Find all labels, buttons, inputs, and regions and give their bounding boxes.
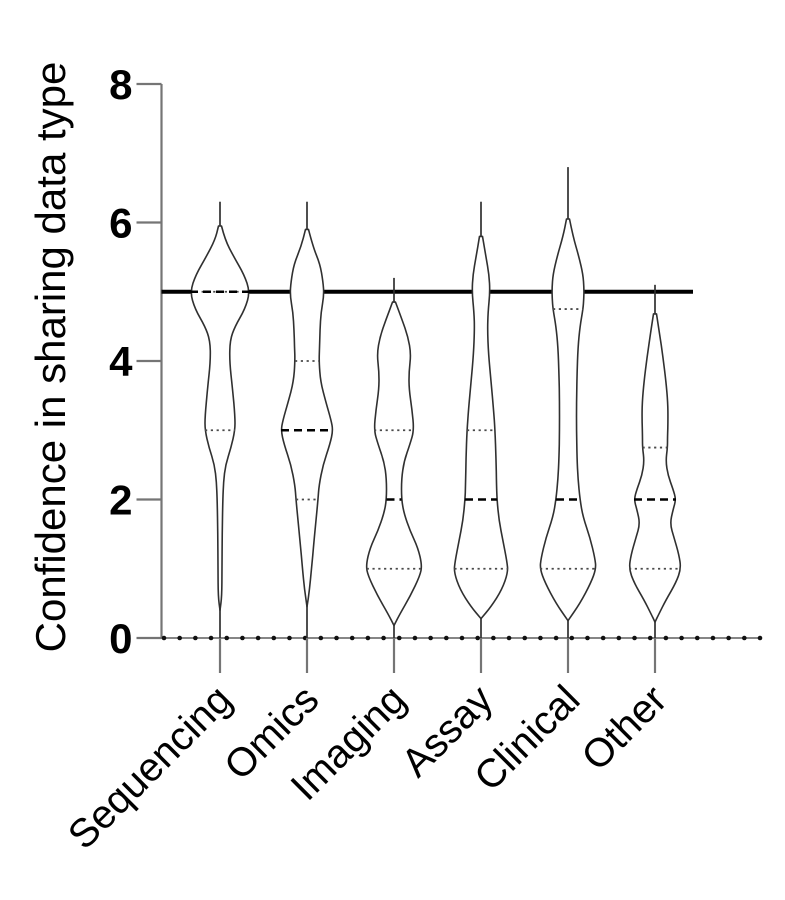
baseline-dot [585,635,590,641]
baseline-dot [726,635,731,641]
baseline-dot [208,635,214,641]
baseline-dot [255,635,261,641]
y-tick-label-8: 8 [109,61,132,108]
baseline-dot [506,635,512,641]
baseline-dot [193,635,198,641]
violin-clinical [539,218,597,622]
baseline-dot [396,635,402,641]
baseline-dot [381,635,386,641]
baseline-dot [710,635,716,641]
baseline-dot [459,635,465,641]
baseline-dot [475,635,480,641]
baseline-dot [428,635,433,641]
baseline-dot [663,635,669,641]
baseline-dot [522,635,528,641]
baseline-dot [553,635,559,641]
baseline-dot [240,635,245,641]
category-label-sequencing: Sequencing [60,677,241,858]
baseline-dot [538,635,543,641]
y-tick-label-4: 4 [109,338,133,385]
category-label-other: Other [574,677,676,779]
baseline-dot [694,635,700,641]
baseline-dot [491,635,496,641]
baseline-dot [349,635,355,641]
baseline-dot [616,635,622,641]
baseline-dot [742,635,747,641]
baseline-dot [444,635,449,641]
y-tick-label-2: 2 [109,477,132,524]
baseline-dot [412,635,418,641]
y-tick-label-0: 0 [109,615,132,662]
baseline-dot [271,635,277,641]
violin-other [628,313,682,623]
baseline-dot [365,635,371,641]
baseline-dot [757,635,763,641]
baseline-dot [177,635,182,641]
violin-sequencing [190,225,250,612]
violin-omics [280,228,334,608]
baseline-dot [161,635,167,641]
baseline-dot [318,635,324,641]
baseline-dot [334,635,339,641]
violin-imaging [365,301,423,627]
baseline-dot [632,635,637,641]
baseline-dot [647,635,653,641]
violin-assay [453,235,509,620]
baseline-dot [287,635,292,641]
baseline-dot [569,635,575,641]
baseline-dot [679,635,684,641]
baseline-dot [600,635,606,641]
y-tick-label-6: 6 [109,200,132,247]
baseline-dot [224,635,230,641]
